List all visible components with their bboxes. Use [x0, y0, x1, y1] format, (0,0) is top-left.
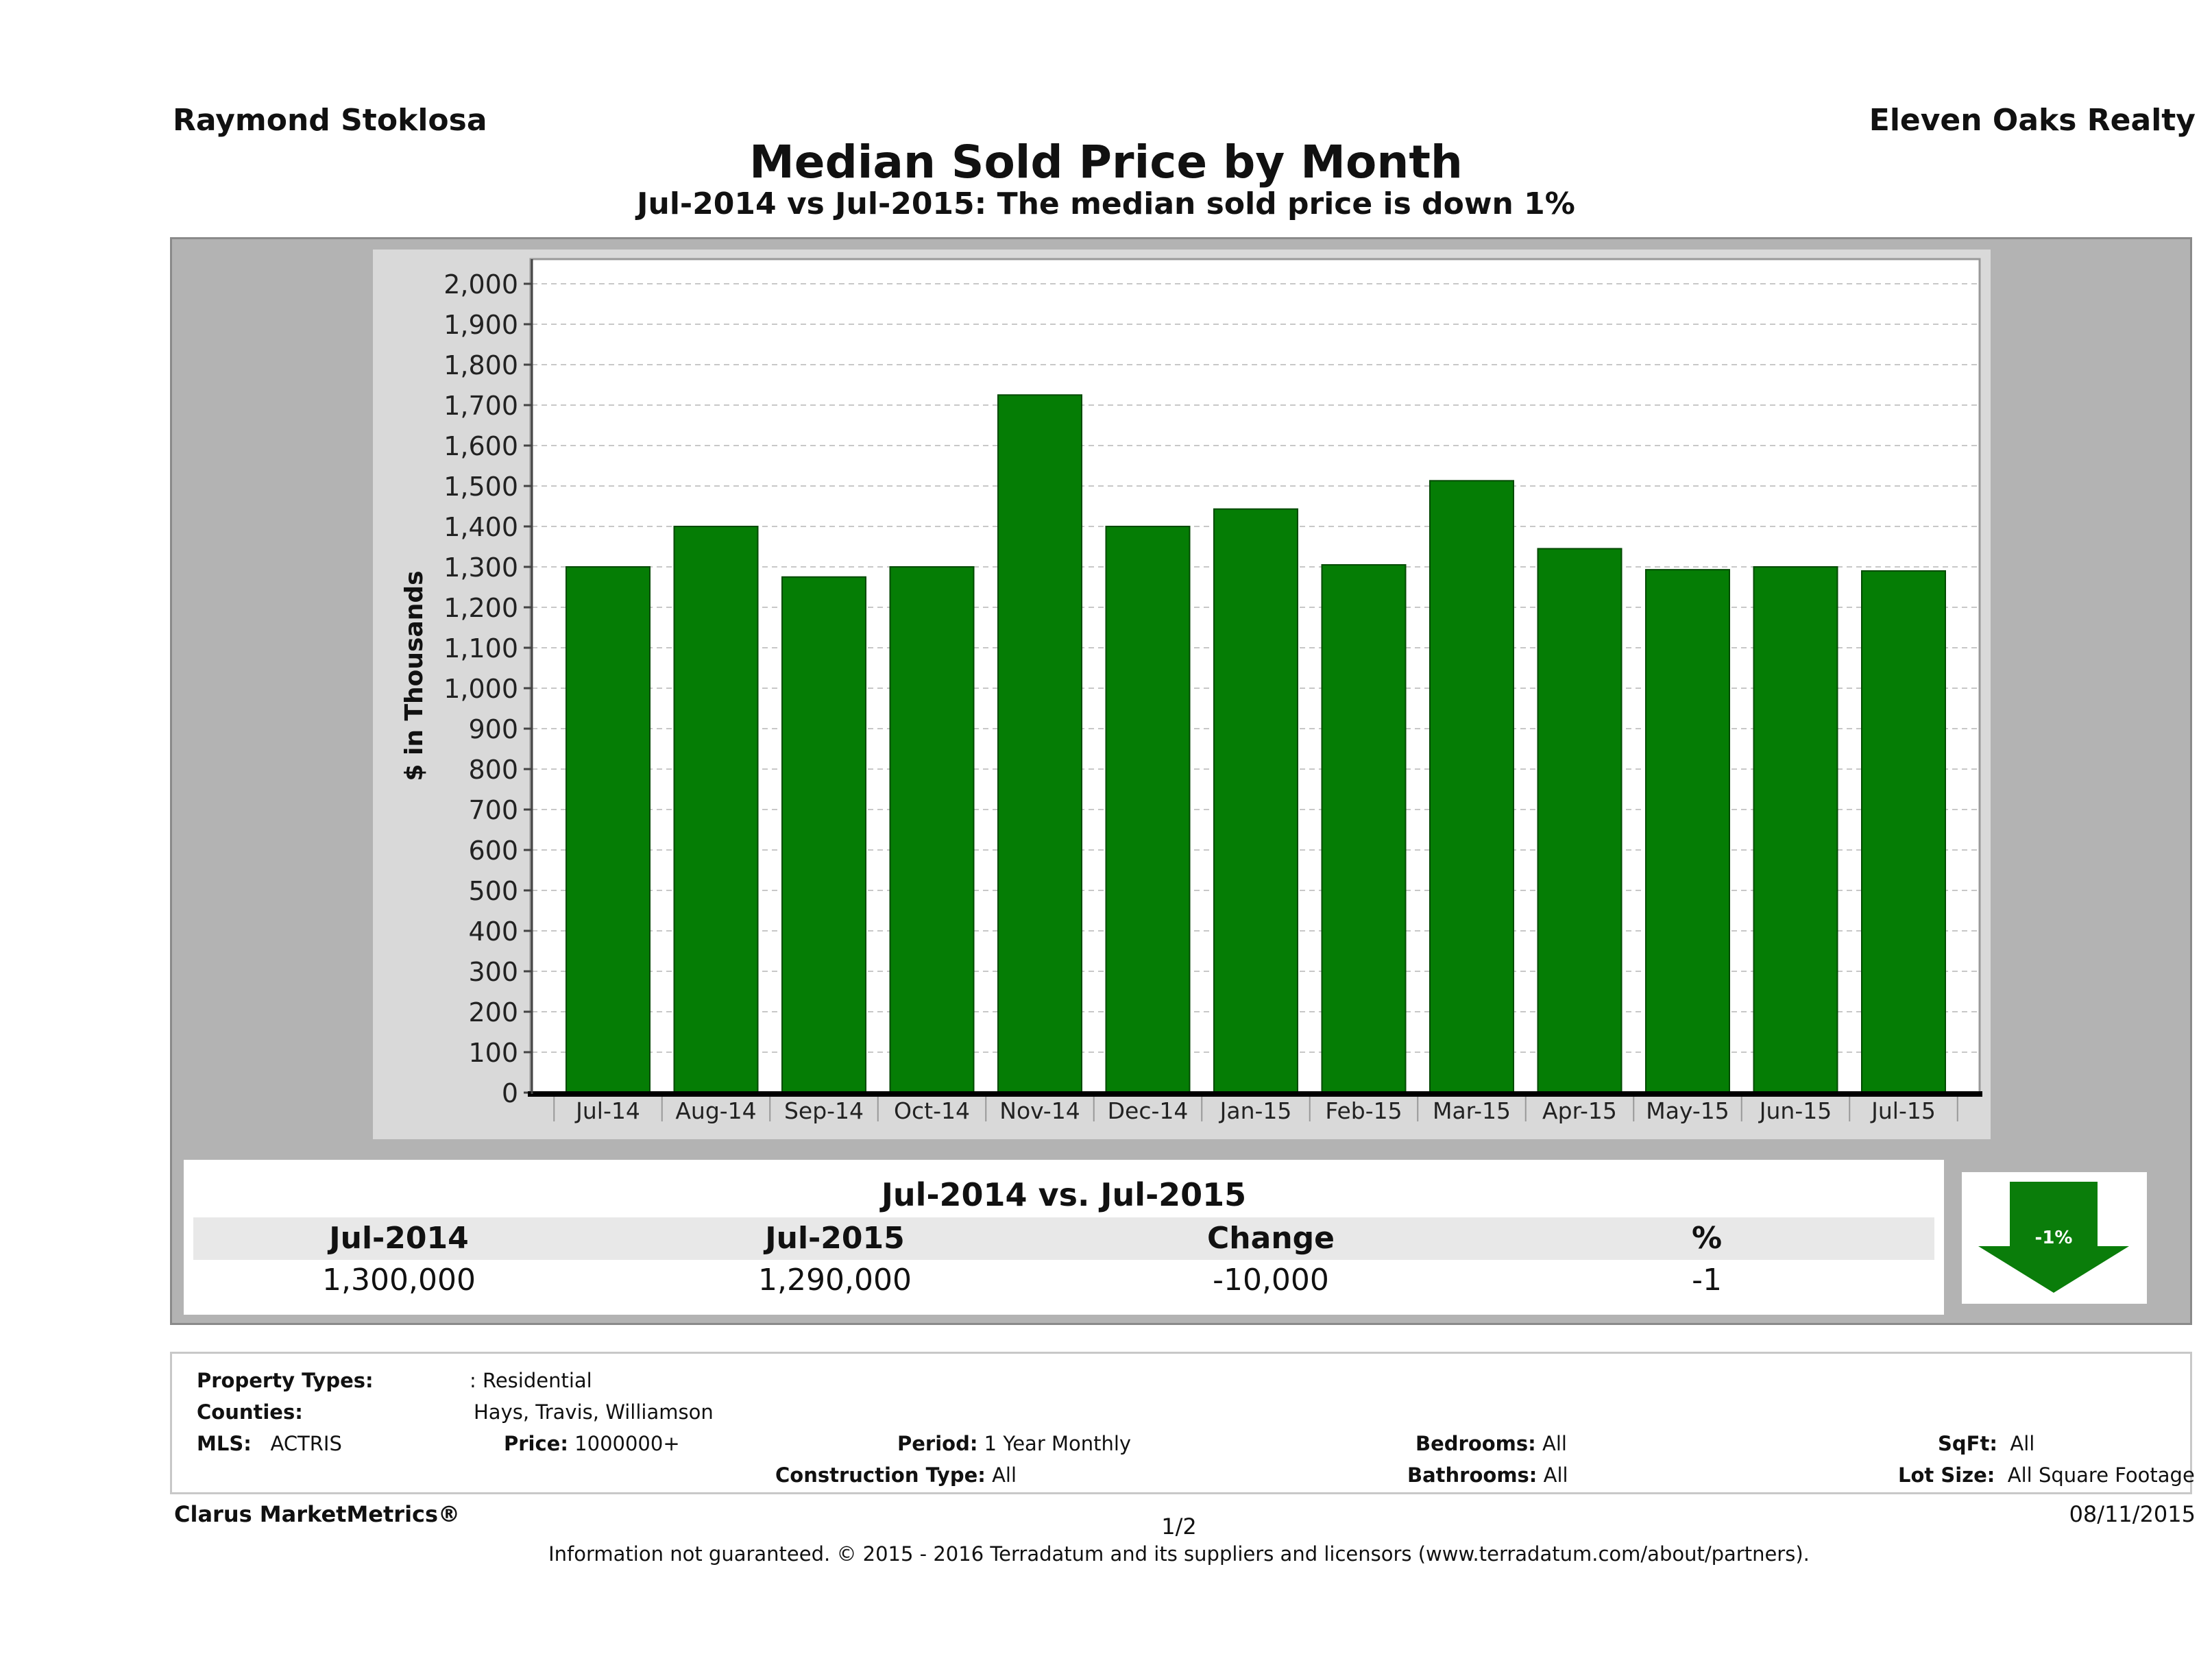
x-tick-label: Feb-15: [1325, 1097, 1402, 1124]
bar-jun-15: [1753, 566, 1838, 1093]
bar-feb-15: [1321, 564, 1407, 1093]
summary-heading: Jul-2014 vs. Jul-2015: [193, 1172, 1934, 1217]
down-arrow-icon: [1978, 1182, 2129, 1293]
chart-title: Median Sold Price by Month: [749, 136, 1463, 189]
y-tick-label: 200: [468, 997, 518, 1028]
lot-size-label: Lot Size:: [1898, 1463, 1995, 1487]
bar-chart: 0 100 200 300 400 500 600 700 800 900 1,000 1,100 1,…: [400, 258, 1982, 1124]
y-axis-ticks: 0 100 200 300 400 500 600 700 800 900 1,000 1,100 1,…: [443, 269, 532, 1108]
summary-value-percent: -1: [1692, 1263, 1722, 1298]
price-label: Price:: [504, 1432, 568, 1455]
counties-value: Hays, Travis, Williamson: [474, 1400, 714, 1424]
bar-oct-14: [889, 566, 975, 1093]
bar-jul-15: [1861, 570, 1946, 1093]
y-tick-label: 1,100: [443, 633, 518, 664]
bar-sep-14: [781, 576, 866, 1093]
summary-label-percent: %: [1691, 1221, 1723, 1256]
bedrooms-value: All: [1542, 1432, 1567, 1455]
bathrooms-value: All: [1543, 1463, 1568, 1487]
summary-label-end: Jul-2015: [765, 1221, 905, 1256]
y-tick-label: 300: [468, 957, 518, 987]
disclaimer: Information not guaranteed. © 2015 - 201…: [548, 1542, 1810, 1566]
x-tick-label: Jun-15: [1758, 1097, 1832, 1124]
mls-label: MLS:: [197, 1432, 252, 1455]
report-criteria: Property Types: : Residential Counties: …: [170, 1352, 2195, 1494]
bar-dec-14: [1105, 526, 1191, 1093]
bar-aug-14: [673, 526, 759, 1093]
bars: [566, 394, 1946, 1093]
mls-value: ACTRIS: [270, 1432, 342, 1455]
property-types-value: : Residential: [470, 1369, 592, 1392]
price-value: 1000000+: [574, 1432, 680, 1455]
y-tick-label: 1,400: [443, 512, 518, 542]
bar-jul-14: [566, 566, 651, 1093]
x-tick-label: May-15: [1646, 1097, 1729, 1124]
y-axis-label: $ in Thousands: [400, 570, 428, 781]
property-types-label: Property Types:: [197, 1369, 374, 1392]
x-tick-label: Nov-14: [999, 1097, 1080, 1124]
x-tick-label: Oct-14: [894, 1097, 970, 1124]
summary-header-row: Jul-2014 Jul-2015 Change %: [193, 1217, 1934, 1260]
page-number: 1/2: [1161, 1513, 1197, 1540]
company-name: Eleven Oaks Realty: [1869, 103, 2196, 138]
x-tick-label: Apr-15: [1542, 1097, 1617, 1124]
bar-nov-14: [997, 394, 1082, 1093]
y-tick-label: 700: [468, 795, 518, 825]
x-tick-label: Jul-15: [1870, 1097, 1936, 1124]
summary-value-row: 1,300,000 1,290,000 -10,000 -1: [193, 1260, 1934, 1301]
period-value: 1 Year Monthly: [984, 1432, 1132, 1455]
x-tick-label: Mar-15: [1433, 1097, 1511, 1124]
bar-jan-15: [1213, 508, 1298, 1093]
y-tick-label: 1,000: [443, 674, 518, 704]
change-badge: -1%: [2035, 1228, 2073, 1248]
bedrooms-label: Bedrooms:: [1415, 1432, 1536, 1455]
x-tick-label: Jul-14: [574, 1097, 640, 1124]
x-tick-label: Aug-14: [675, 1097, 756, 1124]
bar-may-15: [1645, 569, 1730, 1093]
summary-table: Jul-2014 vs. Jul-2015 Jul-2014 Jul-2015 …: [184, 1160, 1944, 1315]
y-tick-label: 2,000: [443, 269, 518, 300]
x-tick-label: Jan-15: [1219, 1097, 1292, 1124]
agent-name: Raymond Stoklosa: [173, 103, 487, 138]
lot-size-value: All Square Footage: [2007, 1463, 2195, 1487]
construction-type-value: All: [992, 1463, 1017, 1487]
period-label: Period:: [897, 1432, 978, 1455]
sqft-value: All: [2010, 1432, 2035, 1455]
x-axis-ticks: Jul-14 Aug-14 Sep-14 Oct-14 Nov-14 Dec-14 Jan-…: [553, 1097, 1958, 1124]
y-tick-label: 1,600: [443, 431, 518, 461]
x-tick-label: Dec-14: [1108, 1097, 1189, 1124]
change-indicator: -1%: [1962, 1172, 2147, 1304]
y-tick-label: 100: [468, 1038, 518, 1068]
report-date: 08/11/2015: [2069, 1501, 2196, 1527]
y-tick-label: 600: [468, 836, 518, 866]
y-tick-label: 0: [502, 1078, 518, 1108]
summary-value-end: 1,290,000: [758, 1263, 912, 1298]
y-tick-label: 1,200: [443, 593, 518, 623]
chart-subtitle: Jul-2014 vs Jul-2015: The median sold pr…: [637, 186, 1575, 221]
summary-label-start: Jul-2014: [329, 1221, 469, 1256]
summary-value-start: 1,300,000: [322, 1263, 476, 1298]
bar-mar-15: [1429, 480, 1514, 1093]
y-tick-label: 1,800: [443, 350, 518, 380]
y-tick-label: 900: [468, 714, 518, 744]
y-tick-label: 500: [468, 876, 518, 906]
y-tick-label: 800: [468, 755, 518, 785]
y-tick-label: 400: [468, 916, 518, 947]
y-tick-label: 1,500: [443, 472, 518, 502]
y-tick-label: 1,700: [443, 391, 518, 421]
bathrooms-label: Bathrooms:: [1407, 1463, 1538, 1487]
x-tick-label: Sep-14: [784, 1097, 864, 1124]
bar-apr-15: [1537, 548, 1622, 1093]
construction-type-label: Construction Type:: [775, 1463, 986, 1487]
summary-value-change: -10,000: [1213, 1263, 1329, 1298]
y-tick-label: 1,900: [443, 310, 518, 340]
counties-label: Counties:: [197, 1400, 303, 1424]
brand-name: Clarus MarketMetrics®: [174, 1501, 461, 1527]
summary-label-change: Change: [1207, 1221, 1335, 1256]
sqft-label: SqFt:: [1938, 1432, 1997, 1455]
y-tick-label: 1,300: [443, 552, 518, 583]
